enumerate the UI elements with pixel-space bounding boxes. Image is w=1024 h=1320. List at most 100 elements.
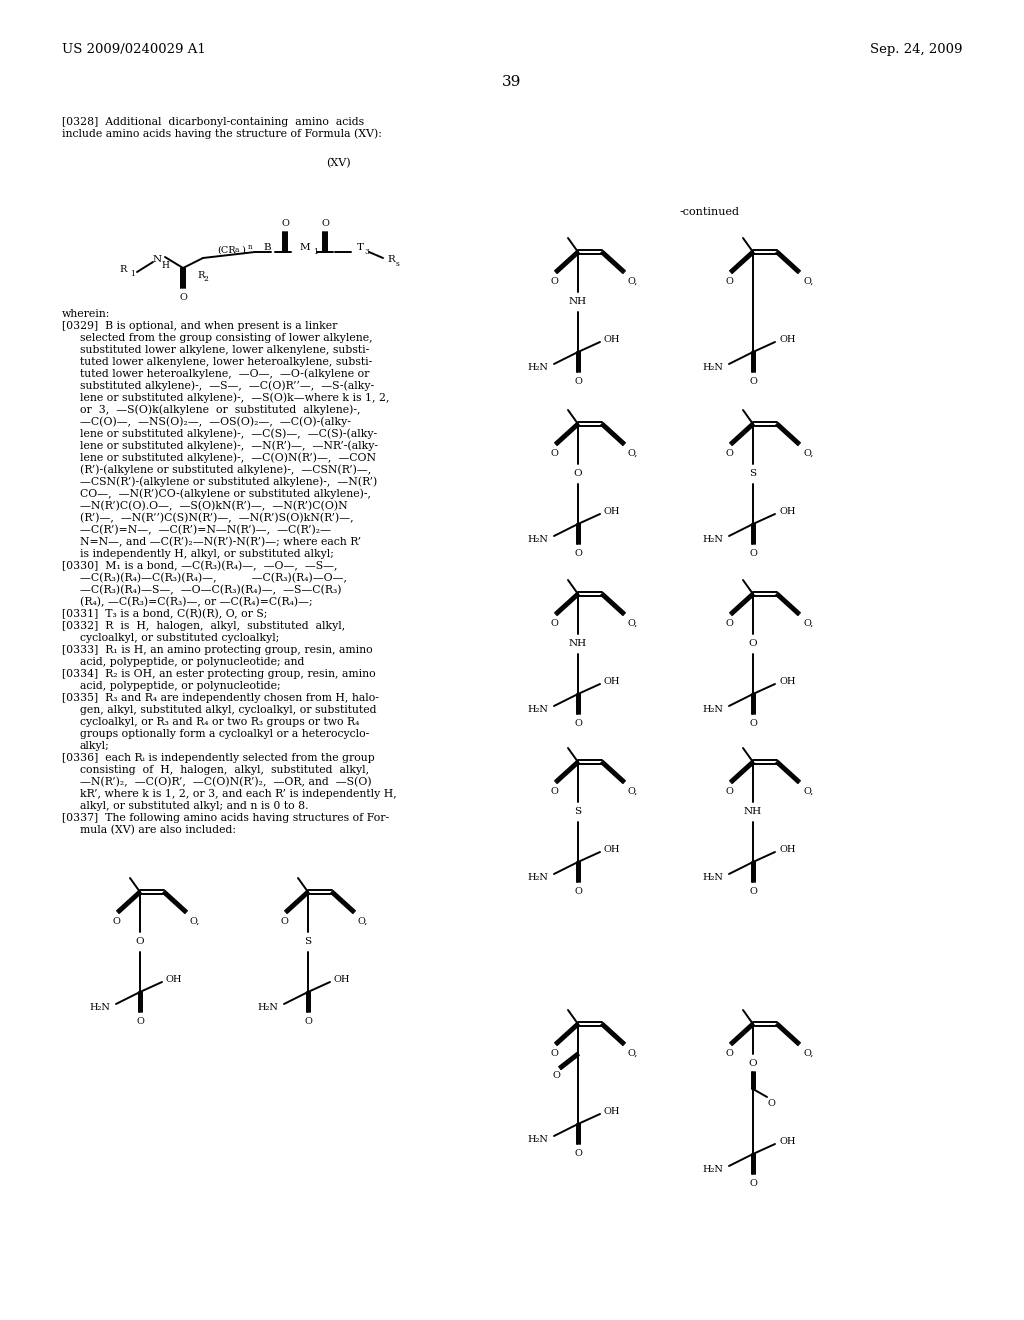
Text: O: O <box>574 1150 582 1159</box>
Text: O,: O, <box>628 619 638 627</box>
Text: O: O <box>574 887 582 896</box>
Text: O: O <box>574 549 582 558</box>
Text: R: R <box>120 265 127 275</box>
Text: —C(R’)=N—,  —C(R’)=N—N(R’)—,  —C(R’)₂—: —C(R’)=N—, —C(R’)=N—N(R’)—, —C(R’)₂— <box>80 525 331 535</box>
Text: —C(R₃)(R₄)—C(R₃)(R₄)—,          —C(R₃)(R₄)—O—,: —C(R₃)(R₄)—C(R₃)(R₄)—, —C(R₃)(R₄)—O—, <box>80 573 347 583</box>
Text: O: O <box>749 639 758 648</box>
Text: O,: O, <box>628 1048 638 1057</box>
Text: cycloalkyl, or R₃ and R₄ or two R₃ groups or two R₄: cycloalkyl, or R₃ and R₄ or two R₃ group… <box>80 717 359 727</box>
Text: O,: O, <box>803 449 813 458</box>
Text: acid, polypeptide, or polynucleotide; and: acid, polypeptide, or polynucleotide; an… <box>80 657 304 667</box>
Text: O: O <box>767 1100 775 1109</box>
Text: H₂N: H₂N <box>527 1134 548 1143</box>
Text: O: O <box>136 937 144 946</box>
Text: O,: O, <box>628 787 638 796</box>
Text: substituted lower alkylene, lower alkenylene, substi-: substituted lower alkylene, lower alkeny… <box>80 345 370 355</box>
Text: O: O <box>725 449 733 458</box>
Text: gen, alkyl, substituted alkyl, cycloalkyl, or substituted: gen, alkyl, substituted alkyl, cycloalky… <box>80 705 377 715</box>
Text: OH: OH <box>779 677 796 686</box>
Text: O: O <box>750 378 757 387</box>
Text: (R’)—,  —N(R’’)C(S)N(R’)—,  —N(R’)S(O)kN(R’)—,: (R’)—, —N(R’’)C(S)N(R’)—, —N(R’)S(O)kN(R… <box>80 513 353 523</box>
Text: OH: OH <box>604 677 621 686</box>
Text: H₂N: H₂N <box>257 1002 278 1011</box>
Text: —CSN(R’)-(alkylene or substituted alkylene)-,  —N(R’): —CSN(R’)-(alkylene or substituted alkyle… <box>80 477 377 487</box>
Text: OH: OH <box>779 846 796 854</box>
Text: lene or substituted alkylene)-,  —C(S)—,  —C(S)-(alky-: lene or substituted alkylene)-, —C(S)—, … <box>80 429 377 440</box>
Text: M: M <box>300 243 310 252</box>
Text: lene or substituted alkylene)-,  —C(O)N(R’)—,  —CON: lene or substituted alkylene)-, —C(O)N(R… <box>80 453 376 463</box>
Text: O: O <box>574 378 582 387</box>
Text: [0328]  Additional  dicarbonyl-containing  amino  acids: [0328] Additional dicarbonyl-containing … <box>62 117 365 127</box>
Text: O: O <box>725 787 733 796</box>
Text: kR’, where k is 1, 2, or 3, and each R’ is independently H,: kR’, where k is 1, 2, or 3, and each R’ … <box>80 789 396 799</box>
Text: 3: 3 <box>364 248 369 256</box>
Text: OH: OH <box>604 846 621 854</box>
Text: selected from the group consisting of lower alkylene,: selected from the group consisting of lo… <box>80 333 373 343</box>
Text: [0335]  R₃ and R₄ are independently chosen from H, halo-: [0335] R₃ and R₄ are independently chose… <box>62 693 379 704</box>
Text: (CR: (CR <box>217 246 236 255</box>
Text: NH: NH <box>744 808 762 817</box>
Text: OH: OH <box>334 975 350 985</box>
Text: O: O <box>281 219 289 228</box>
Text: R: R <box>197 271 205 280</box>
Text: O,: O, <box>190 916 201 925</box>
Text: tuted lower heteroalkylene,  —O—,  —O-(alkylene or: tuted lower heteroalkylene, —O—, —O-(alk… <box>80 368 370 379</box>
Text: N: N <box>153 256 162 264</box>
Text: T: T <box>357 243 364 252</box>
Text: ): ) <box>241 246 245 255</box>
Text: O: O <box>136 1018 144 1027</box>
Text: or  3,  —S(O)k(alkylene  or  substituted  alkylene)-,: or 3, —S(O)k(alkylene or substituted alk… <box>80 405 360 416</box>
Text: O: O <box>552 1072 560 1081</box>
Text: H: H <box>161 261 169 271</box>
Text: O,: O, <box>803 619 813 627</box>
Text: (R₄), —C(R₃)=C(R₃)—, or —C(R₄)=C(R₄)—;: (R₄), —C(R₃)=C(R₃)—, or —C(R₄)=C(R₄)—; <box>80 597 312 607</box>
Text: lene or substituted alkylene)-,  —S(O)k—where k is 1, 2,: lene or substituted alkylene)-, —S(O)k—w… <box>80 393 389 404</box>
Text: O: O <box>304 1018 312 1027</box>
Text: O: O <box>550 449 558 458</box>
Text: acid, polypeptide, or polynucleotide;: acid, polypeptide, or polynucleotide; <box>80 681 281 690</box>
Text: OH: OH <box>604 1107 621 1117</box>
Text: (R’)-(alkylene or substituted alkylene)-,  —CSN(R’)—,: (R’)-(alkylene or substituted alkylene)-… <box>80 465 372 475</box>
Text: [0337]  The following amino acids having structures of For-: [0337] The following amino acids having … <box>62 813 389 822</box>
Text: a: a <box>234 246 240 253</box>
Text: O: O <box>750 1180 757 1188</box>
Text: O: O <box>550 1048 558 1057</box>
Text: wherein:: wherein: <box>62 309 111 319</box>
Text: B: B <box>263 243 270 252</box>
Text: [0331]  T₃ is a bond, C(R)(R), O, or S;: [0331] T₃ is a bond, C(R)(R), O, or S; <box>62 609 267 619</box>
Text: 1: 1 <box>313 248 317 256</box>
Text: S: S <box>574 808 582 817</box>
Text: -continued: -continued <box>680 207 740 216</box>
Text: O: O <box>322 219 329 228</box>
Text: [0332]  R  is  H,  halogen,  alkyl,  substituted  alkyl,: [0332] R is H, halogen, alkyl, substitut… <box>62 620 345 631</box>
Text: NH: NH <box>569 639 587 648</box>
Text: H₂N: H₂N <box>89 1002 110 1011</box>
Text: (XV): (XV) <box>326 158 350 168</box>
Text: is independently H, alkyl, or substituted alkyl;: is independently H, alkyl, or substitute… <box>80 549 334 558</box>
Text: —N(R’)₂,  —C(O)R’,  —C(O)N(R’)₂,  —OR, and  —S(O): —N(R’)₂, —C(O)R’, —C(O)N(R’)₂, —OR, and … <box>80 777 372 787</box>
Text: mula (XV) are also included:: mula (XV) are also included: <box>80 825 236 836</box>
Text: [0334]  R₂ is OH, an ester protecting group, resin, amino: [0334] R₂ is OH, an ester protecting gro… <box>62 669 376 678</box>
Text: OH: OH <box>604 507 621 516</box>
Text: O: O <box>750 887 757 896</box>
Text: O: O <box>725 276 733 285</box>
Text: H₂N: H₂N <box>702 705 723 714</box>
Text: O,: O, <box>628 276 638 285</box>
Text: O: O <box>280 916 288 925</box>
Text: O: O <box>574 719 582 729</box>
Text: O,: O, <box>803 276 813 285</box>
Text: O: O <box>550 276 558 285</box>
Text: OH: OH <box>166 975 182 985</box>
Text: H₂N: H₂N <box>527 363 548 371</box>
Text: cycloalkyl, or substituted cycloalkyl;: cycloalkyl, or substituted cycloalkyl; <box>80 634 280 643</box>
Text: O,: O, <box>803 787 813 796</box>
Text: O: O <box>749 1060 758 1068</box>
Text: H₂N: H₂N <box>527 535 548 544</box>
Text: O: O <box>725 1048 733 1057</box>
Text: H₂N: H₂N <box>527 873 548 882</box>
Text: 1: 1 <box>130 271 135 279</box>
Text: O,: O, <box>628 449 638 458</box>
Text: O: O <box>750 719 757 729</box>
Text: H₂N: H₂N <box>702 363 723 371</box>
Text: H₂N: H₂N <box>527 705 548 714</box>
